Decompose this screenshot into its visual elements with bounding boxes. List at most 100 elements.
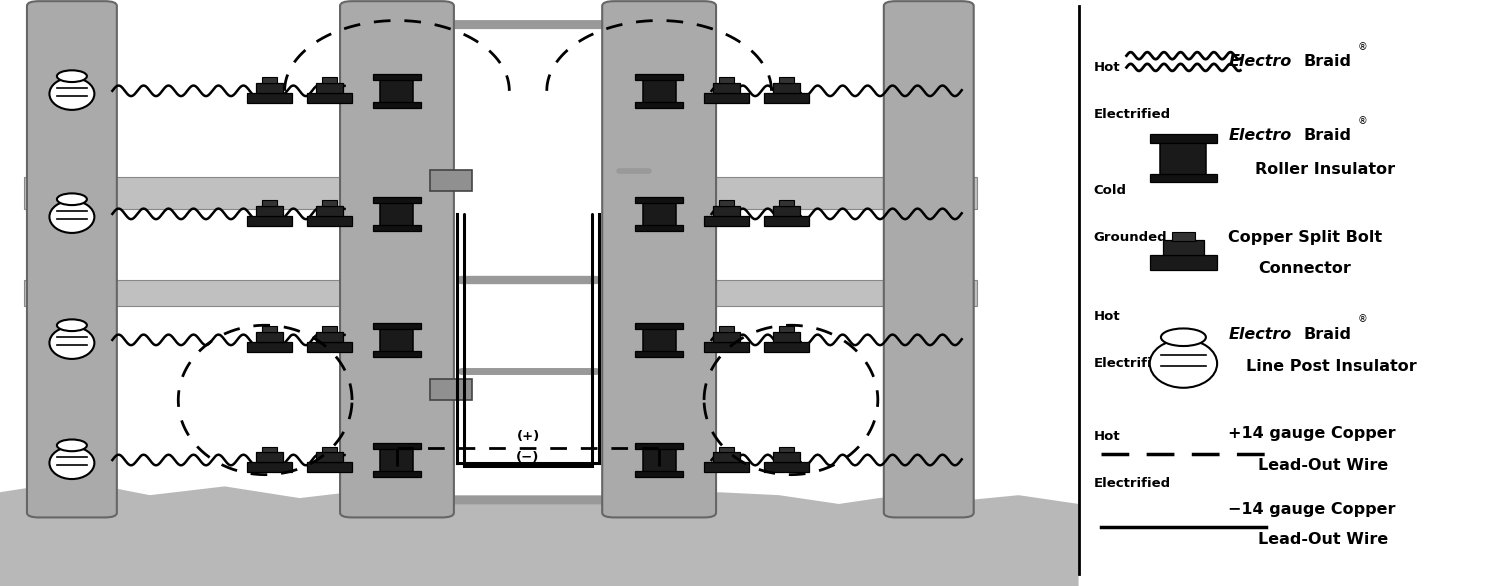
Bar xyxy=(779,326,794,332)
Bar xyxy=(704,93,749,103)
Bar xyxy=(316,452,343,462)
Text: ®: ® xyxy=(1357,42,1368,52)
Bar xyxy=(322,326,337,332)
Bar xyxy=(599,177,977,209)
Text: +14 gauge Copper: +14 gauge Copper xyxy=(1228,426,1396,441)
Bar xyxy=(256,83,283,93)
Text: Lead-Out Wire: Lead-Out Wire xyxy=(1258,458,1389,473)
Text: Electro: Electro xyxy=(1228,326,1291,342)
Bar xyxy=(380,202,413,226)
Bar xyxy=(764,216,809,226)
Text: Hot: Hot xyxy=(1094,310,1121,323)
Bar xyxy=(262,77,277,83)
Bar xyxy=(635,74,683,80)
Bar xyxy=(635,443,683,449)
Bar xyxy=(307,462,352,472)
Bar xyxy=(773,83,800,93)
FancyBboxPatch shape xyxy=(27,1,117,517)
Text: ®: ® xyxy=(1357,116,1368,127)
Text: −14 gauge Copper: −14 gauge Copper xyxy=(1228,502,1396,517)
Text: Electrified: Electrified xyxy=(1094,477,1170,490)
Bar xyxy=(307,93,352,103)
Bar xyxy=(373,443,421,449)
Bar xyxy=(247,462,292,472)
Bar xyxy=(322,77,337,83)
Text: Roller Insulator: Roller Insulator xyxy=(1255,162,1396,178)
Text: Electro: Electro xyxy=(1228,54,1291,69)
Circle shape xyxy=(57,70,87,82)
FancyBboxPatch shape xyxy=(884,1,974,517)
Bar xyxy=(380,79,413,103)
Bar xyxy=(704,462,749,472)
Text: Line Post Insulator: Line Post Insulator xyxy=(1246,359,1417,374)
Text: ®: ® xyxy=(1357,314,1368,325)
FancyBboxPatch shape xyxy=(340,1,454,517)
Bar xyxy=(322,447,337,452)
Bar xyxy=(373,225,421,231)
Ellipse shape xyxy=(49,77,94,110)
Bar xyxy=(635,225,683,231)
Bar xyxy=(779,447,794,452)
Text: Braid: Braid xyxy=(1303,54,1351,69)
Bar xyxy=(704,216,749,226)
Bar xyxy=(316,206,343,216)
Bar xyxy=(373,197,421,203)
Text: Grounded: Grounded xyxy=(1094,231,1167,244)
Text: Cold: Cold xyxy=(1094,184,1126,197)
Bar xyxy=(764,342,809,352)
Bar xyxy=(24,177,457,209)
Text: Copper Split Bolt: Copper Split Bolt xyxy=(1228,230,1383,245)
Bar xyxy=(643,202,676,226)
Bar xyxy=(1150,174,1216,182)
Bar xyxy=(373,323,421,329)
Bar xyxy=(307,342,352,352)
Bar xyxy=(719,200,734,206)
Bar xyxy=(322,200,337,206)
Bar xyxy=(713,452,740,462)
Bar xyxy=(773,332,800,342)
Bar xyxy=(599,280,977,306)
Bar xyxy=(256,206,283,216)
Bar xyxy=(256,332,283,342)
Bar xyxy=(779,200,794,206)
Bar xyxy=(643,448,676,472)
FancyBboxPatch shape xyxy=(419,25,638,500)
Bar xyxy=(635,351,683,357)
Bar xyxy=(1161,141,1206,175)
Bar xyxy=(1150,134,1216,142)
Bar xyxy=(256,452,283,462)
Bar xyxy=(316,332,343,342)
Text: (−): (−) xyxy=(517,451,539,464)
Bar xyxy=(719,77,734,83)
Bar xyxy=(635,197,683,203)
Bar xyxy=(262,447,277,452)
Bar xyxy=(430,170,472,191)
Bar xyxy=(704,342,749,352)
Text: Braid: Braid xyxy=(1303,326,1351,342)
Bar xyxy=(773,452,800,462)
Circle shape xyxy=(57,193,87,205)
Bar xyxy=(713,332,740,342)
Ellipse shape xyxy=(49,447,94,479)
Bar xyxy=(373,74,421,80)
Bar xyxy=(713,206,740,216)
Bar xyxy=(635,102,683,108)
Bar xyxy=(635,471,683,477)
Bar xyxy=(1164,240,1204,255)
Bar xyxy=(262,326,277,332)
Text: Connector: Connector xyxy=(1258,261,1351,276)
Bar xyxy=(643,328,676,352)
Bar xyxy=(307,216,352,226)
Circle shape xyxy=(57,440,87,451)
Text: Electro: Electro xyxy=(1228,128,1291,144)
Circle shape xyxy=(57,319,87,331)
Text: Electrified: Electrified xyxy=(1094,357,1170,370)
Bar xyxy=(247,93,292,103)
FancyBboxPatch shape xyxy=(602,1,716,517)
Bar xyxy=(643,79,676,103)
Text: Electrified: Electrified xyxy=(1094,108,1170,121)
Bar xyxy=(719,326,734,332)
Bar xyxy=(764,93,809,103)
Bar xyxy=(24,280,457,306)
Text: Lead-Out Wire: Lead-Out Wire xyxy=(1258,532,1389,547)
